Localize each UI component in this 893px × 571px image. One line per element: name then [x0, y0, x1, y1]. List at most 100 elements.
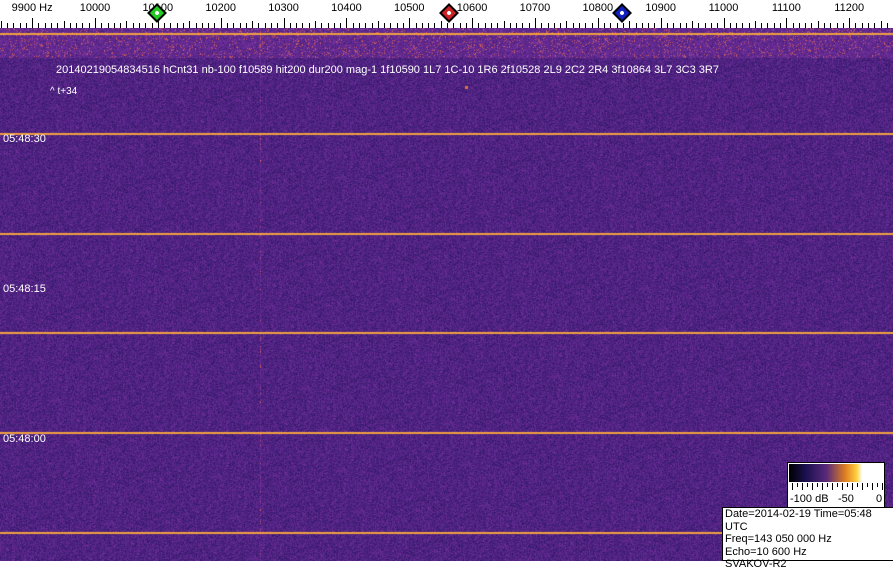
axis-tick	[441, 21, 442, 28]
blue-marker-icon[interactable]	[612, 3, 632, 23]
axis-tick	[416, 23, 417, 28]
axis-tick	[705, 23, 706, 28]
frequency-label: 10900	[645, 2, 676, 14]
axis-tick	[724, 18, 725, 28]
axis-tick	[692, 21, 693, 28]
axis-tick	[378, 21, 379, 28]
axis-tick	[711, 23, 712, 28]
axis-tick	[20, 23, 21, 28]
colorbar-tick	[857, 483, 858, 487]
colorbar-tick	[847, 483, 848, 487]
colorbar-tick	[822, 483, 823, 490]
color-scale-legend: -100 dB -50 0	[787, 462, 885, 508]
axis-tick	[862, 23, 863, 28]
waterfall-display[interactable]	[0, 28, 893, 561]
axis-tick	[51, 23, 52, 28]
axis-tick	[472, 18, 473, 28]
axis-tick	[302, 23, 303, 28]
axis-tick	[447, 23, 448, 28]
axis-tick	[315, 21, 316, 28]
colorbar-tick	[827, 483, 828, 487]
axis-tick	[843, 23, 844, 28]
axis-tick	[504, 21, 505, 28]
colorbar-tick	[802, 483, 803, 490]
colorbar-tick	[837, 483, 838, 487]
frequency-label: 10400	[331, 2, 362, 14]
axis-tick	[233, 23, 234, 28]
axis-tick	[478, 23, 479, 28]
axis-tick	[189, 21, 190, 28]
axis-tick	[397, 23, 398, 28]
axis-tick	[793, 23, 794, 28]
axis-tick	[579, 23, 580, 28]
axis-tick	[522, 23, 523, 28]
frequency-label: 11100	[771, 2, 801, 14]
axis-tick	[409, 18, 410, 28]
colorbar-tick	[852, 483, 853, 490]
axis-tick	[240, 23, 241, 28]
axis-tick	[158, 18, 159, 28]
axis-tick	[38, 23, 39, 28]
axis-tick	[837, 23, 838, 28]
axis-tick	[592, 23, 593, 28]
colorbar-tick	[817, 483, 818, 487]
axis-tick	[265, 23, 266, 28]
axis-tick	[491, 23, 492, 28]
frequency: Freq=143 050 000 Hz	[725, 533, 832, 545]
axis-tick	[221, 18, 222, 28]
axis-tick	[246, 23, 247, 28]
axis-tick	[811, 23, 812, 28]
frequency-label: 11000	[708, 2, 739, 14]
axis-tick	[126, 21, 127, 28]
colorbar-tick	[842, 483, 843, 490]
axis-tick	[403, 23, 404, 28]
axis-tick	[541, 23, 542, 28]
axis-tick	[95, 18, 96, 28]
axis-tick	[64, 21, 65, 28]
axis-tick	[208, 23, 209, 28]
axis-tick	[170, 23, 171, 28]
time-offset-label: ^ t+34	[50, 86, 78, 97]
axis-tick	[774, 23, 775, 28]
axis-tick	[13, 23, 14, 28]
axis-tick	[133, 23, 134, 28]
axis-tick	[422, 23, 423, 28]
axis-tick	[661, 18, 662, 28]
axis-tick	[76, 23, 77, 28]
axis-tick	[82, 23, 83, 28]
axis-tick	[548, 23, 549, 28]
axis-tick	[648, 23, 649, 28]
axis-tick	[271, 23, 272, 28]
axis-tick	[717, 23, 718, 28]
axis-tick	[585, 23, 586, 28]
axis-tick	[353, 23, 354, 28]
axis-tick	[196, 23, 197, 28]
axis-tick	[887, 23, 888, 28]
axis-tick	[604, 23, 605, 28]
axis-tick	[573, 23, 574, 28]
axis-tick	[535, 18, 536, 28]
frequency-label: 10800	[582, 2, 614, 14]
axis-tick	[767, 23, 768, 28]
frequency-axis[interactable]: 9900 Hz100001010010200103001040010500106…	[0, 0, 893, 28]
axis-tick	[868, 23, 869, 28]
axis-tick	[428, 23, 429, 28]
axis-tick	[365, 23, 366, 28]
axis-tick	[799, 23, 800, 28]
axis-tick	[120, 23, 121, 28]
colorbar-label: -50	[838, 493, 854, 505]
axis-tick	[177, 23, 178, 28]
axis-tick	[761, 23, 762, 28]
axis-tick	[736, 23, 737, 28]
axis-tick	[673, 23, 674, 28]
colorbar-label: -100 dB	[790, 493, 829, 505]
frequency-label: 10700	[519, 2, 551, 14]
axis-tick	[390, 23, 391, 28]
axis-tick	[214, 23, 215, 28]
axis-tick	[32, 18, 33, 28]
axis-tick	[516, 23, 517, 28]
axis-tick	[321, 23, 322, 28]
colorbar-tick	[867, 483, 868, 487]
axis-tick	[45, 23, 46, 28]
